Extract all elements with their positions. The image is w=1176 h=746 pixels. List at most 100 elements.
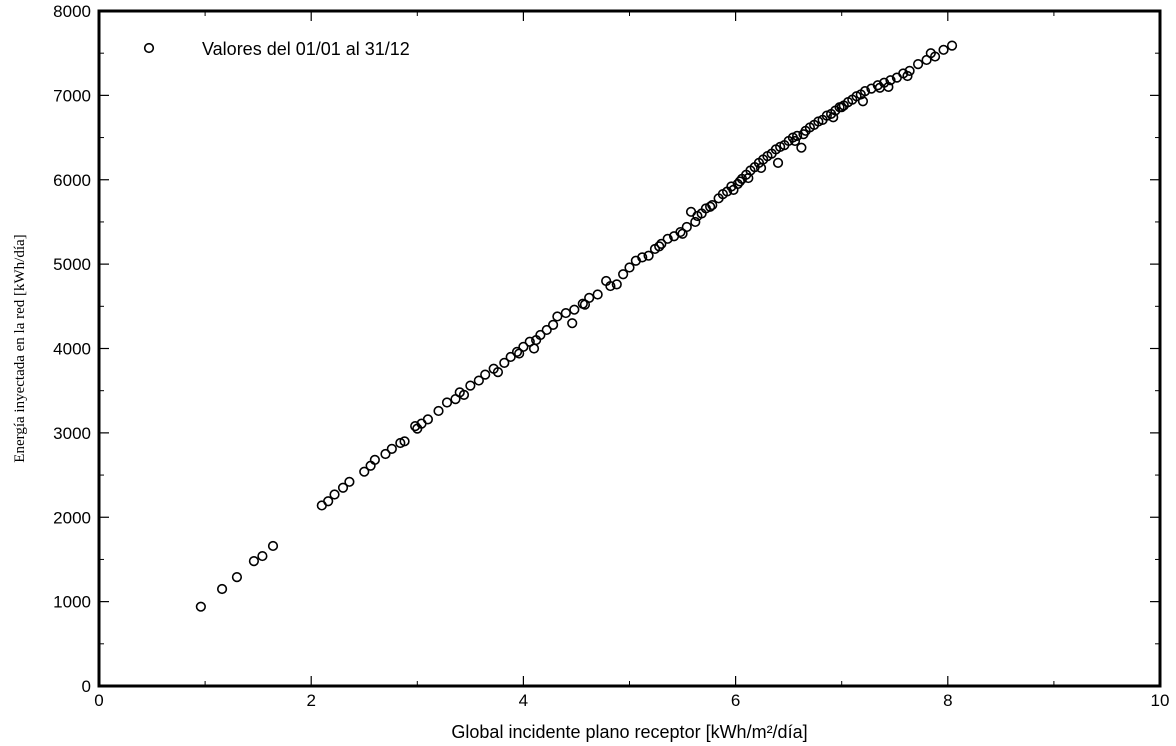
data-point bbox=[938, 44, 949, 55]
y-tick-label: 5000 bbox=[53, 255, 91, 274]
x-tick-label: 4 bbox=[519, 691, 528, 710]
data-point bbox=[552, 311, 563, 322]
data-point bbox=[796, 142, 807, 153]
data-point bbox=[857, 96, 869, 107]
data-point bbox=[579, 299, 591, 310]
data-point bbox=[329, 489, 340, 500]
data-point bbox=[656, 238, 667, 249]
plot-frame bbox=[97, 9, 1162, 688]
data-point bbox=[904, 65, 915, 77]
data-point bbox=[422, 414, 434, 425]
data-point bbox=[433, 405, 444, 417]
data-point bbox=[369, 454, 380, 465]
data-point bbox=[654, 241, 665, 252]
data-point bbox=[511, 346, 523, 357]
data-point bbox=[705, 201, 716, 212]
data-point bbox=[885, 75, 896, 86]
data-point bbox=[480, 369, 491, 380]
data-point bbox=[605, 280, 616, 292]
data-point bbox=[772, 157, 784, 168]
data-point bbox=[569, 304, 580, 315]
data-point bbox=[531, 334, 542, 346]
x-axis-title: Global incidente plano receptor [kWh/m²/… bbox=[451, 722, 807, 742]
data-point bbox=[675, 226, 686, 238]
data-point bbox=[872, 80, 883, 91]
data-point bbox=[216, 583, 228, 595]
data-point bbox=[743, 172, 754, 184]
data-point bbox=[912, 59, 924, 70]
data-point bbox=[734, 176, 745, 187]
data-point bbox=[505, 351, 516, 363]
data-point bbox=[755, 162, 767, 174]
y-axis-title: Energía inyectada en la red [kWh/día] bbox=[12, 234, 28, 462]
data-point bbox=[514, 348, 525, 359]
data-point bbox=[323, 496, 334, 507]
data-point bbox=[692, 210, 703, 222]
data-point bbox=[874, 82, 885, 93]
data-point bbox=[473, 375, 484, 386]
x-tick-label: 6 bbox=[731, 691, 740, 710]
data-point bbox=[257, 550, 268, 562]
data-point bbox=[677, 228, 688, 239]
data-point bbox=[380, 448, 391, 460]
data-point bbox=[611, 279, 622, 290]
data-point bbox=[267, 540, 279, 552]
data-point bbox=[567, 318, 578, 329]
data-points bbox=[195, 40, 958, 612]
legend-label: Valores del 01/01 al 31/12 bbox=[202, 39, 410, 59]
data-point bbox=[690, 216, 701, 228]
data-point bbox=[365, 460, 376, 471]
plot-border bbox=[97, 9, 1162, 688]
data-point bbox=[859, 86, 871, 97]
y-tick-label: 7000 bbox=[53, 86, 91, 105]
data-point bbox=[828, 112, 839, 123]
y-tick-label: 0 bbox=[82, 677, 91, 696]
data-point bbox=[359, 466, 370, 477]
data-point bbox=[728, 184, 739, 195]
data-point bbox=[789, 135, 801, 147]
data-point bbox=[248, 556, 260, 567]
y-tick-label: 1000 bbox=[53, 593, 91, 612]
y-tick-label: 8000 bbox=[53, 2, 91, 21]
axis-tick-labels: 0 2 4 6 8 10 0 1000 2000 3000 4000 5000 6000 7000 8000 bbox=[53, 2, 1169, 710]
data-point bbox=[592, 289, 603, 300]
data-point bbox=[560, 307, 571, 319]
x-tick-label: 8 bbox=[943, 691, 952, 710]
data-point bbox=[492, 367, 504, 378]
data-point bbox=[662, 233, 673, 244]
data-point bbox=[386, 443, 397, 455]
data-point bbox=[195, 601, 206, 612]
data-point bbox=[637, 252, 648, 263]
x-tick-label: 2 bbox=[306, 691, 315, 710]
data-point bbox=[499, 357, 510, 368]
data-point bbox=[541, 324, 552, 336]
data-point bbox=[344, 476, 355, 487]
data-point bbox=[231, 572, 243, 583]
y-tick-label: 4000 bbox=[53, 340, 91, 359]
data-point bbox=[707, 199, 718, 211]
data-point bbox=[548, 319, 559, 330]
legend-marker-icon bbox=[143, 42, 155, 54]
y-tick-label: 2000 bbox=[53, 508, 91, 527]
data-point bbox=[441, 397, 453, 408]
legend: Valores del 01/01 al 31/12 bbox=[143, 39, 410, 59]
data-point bbox=[792, 130, 803, 141]
data-point bbox=[465, 380, 476, 391]
x-tick-label: 0 bbox=[94, 691, 103, 710]
data-point bbox=[618, 269, 629, 280]
data-point bbox=[836, 102, 847, 113]
data-point bbox=[946, 40, 958, 51]
data-point bbox=[399, 436, 410, 447]
axis-ticks bbox=[98, 10, 1161, 687]
data-point bbox=[528, 343, 540, 354]
x-tick-label: 10 bbox=[1151, 691, 1170, 710]
data-point bbox=[925, 48, 936, 59]
data-point bbox=[798, 129, 809, 140]
data-point bbox=[337, 482, 349, 493]
data-point bbox=[410, 421, 421, 432]
data-point bbox=[412, 423, 423, 434]
data-point bbox=[643, 250, 654, 261]
data-point bbox=[454, 387, 465, 398]
